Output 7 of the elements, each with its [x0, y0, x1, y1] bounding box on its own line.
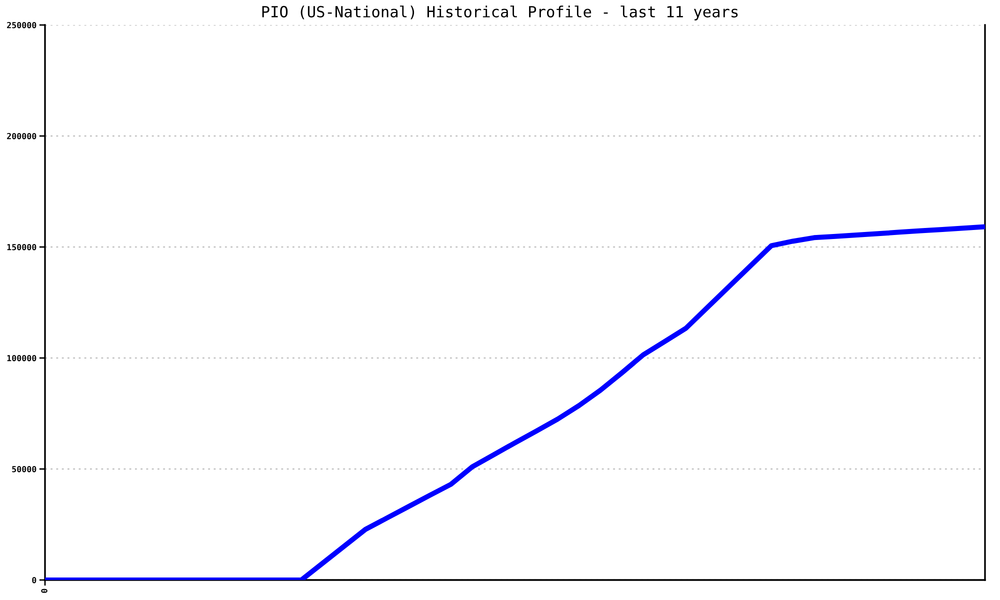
y-tick-label: 200000: [7, 132, 36, 140]
y-tick-label: 50000: [12, 466, 36, 472]
y-tick-label: 100000: [7, 354, 36, 362]
y-tick-label: 150000: [7, 244, 36, 250]
chart-title: PIO (US-National) Historical Profile - last 11 years: [262, 6, 738, 20]
y-tick-label: 250000: [7, 22, 36, 28]
y-tick-label: 0: [32, 576, 36, 584]
